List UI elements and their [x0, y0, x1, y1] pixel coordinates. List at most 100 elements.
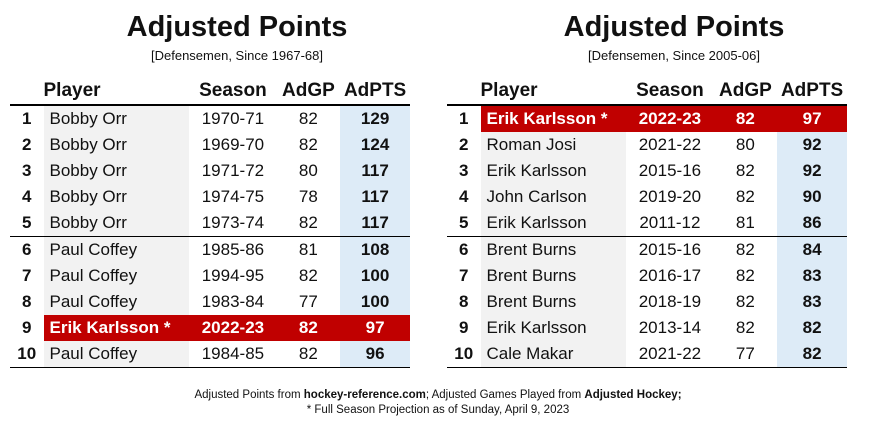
gp-cell: 82	[298, 266, 318, 285]
table-row: 6 Paul Coffey 1985-86 81 108	[10, 236, 410, 263]
player-header: Player	[43, 79, 101, 101]
rank-cell: 10	[10, 341, 44, 368]
rank-cell: 1	[22, 109, 32, 128]
left-table: Player Season AdGP AdPTS 1 Bobby Orr 1970-…	[10, 77, 410, 368]
player-header: Player	[480, 79, 538, 101]
gp-cell: 82	[735, 266, 755, 285]
footer-line-1: Adjusted Points from hockey-reference.co…	[0, 388, 876, 403]
rank-cell: 9	[459, 318, 469, 337]
player-cell: Bobby Orr	[43, 210, 190, 237]
season-cell: 1971-72	[201, 161, 265, 180]
right-title: Adjusted Points	[563, 11, 785, 43]
right-header-row: Player Season AdGP AdPTS	[447, 77, 847, 105]
season-cell: 2022-23	[189, 315, 277, 341]
rank-cell: 8	[459, 292, 469, 311]
footer-text-a: Adjusted Points from	[194, 389, 304, 401]
gp-cell: 81	[735, 213, 755, 232]
left-subtitle: [Defensemen, Since 1967-68]	[151, 48, 323, 63]
rank-cell: 7	[22, 266, 32, 285]
pts-cell: 83	[777, 289, 847, 315]
rank-cell: 10	[447, 341, 481, 368]
season-cell: 1984-85	[189, 341, 277, 368]
player-cell: Erik Karlsson *	[43, 315, 190, 341]
pts-cell: 129	[340, 105, 410, 132]
pts-cell: 100	[340, 289, 410, 315]
player-cell: Bobby Orr	[43, 105, 190, 132]
gp-cell: 77	[298, 292, 318, 311]
season-cell: 2016-17	[638, 266, 702, 285]
pts-cell: 97	[340, 315, 410, 341]
rank-cell: 1	[459, 109, 469, 128]
gp-cell: 80	[298, 161, 318, 180]
pts-cell: 124	[340, 132, 410, 158]
table-row: 7 Paul Coffey 1994-95 82 100	[10, 263, 410, 289]
right-subtitle: [Defensemen, Since 2005-06]	[588, 48, 760, 63]
gp-header: AdGP	[282, 79, 335, 101]
season-cell: 2021-22	[638, 135, 702, 154]
table-row: 4 Bobby Orr 1974-75 78 117	[10, 184, 410, 210]
season-cell: 2015-16	[638, 161, 702, 180]
pts-cell: 97	[777, 105, 847, 132]
pts-cell: 84	[777, 236, 847, 263]
table-row: 3 Bobby Orr 1971-72 80 117	[10, 158, 410, 184]
season-header: Season	[636, 79, 704, 101]
pts-cell: 82	[777, 341, 847, 368]
table-row: 2 Bobby Orr 1969-70 82 124	[10, 132, 410, 158]
table-row: 5 Bobby Orr 1973-74 82 117	[10, 210, 410, 237]
gp-cell: 78	[298, 187, 318, 206]
player-cell: Paul Coffey	[43, 289, 190, 315]
player-cell: Paul Coffey	[43, 236, 190, 263]
pts-cell: 83	[777, 263, 847, 289]
player-cell: Erik Karlsson	[480, 158, 627, 184]
season-cell: 2022-23	[626, 105, 714, 132]
rank-cell: 5	[22, 213, 32, 232]
player-cell: Erik Karlsson	[480, 210, 627, 237]
table-row: 1 Erik Karlsson * 2022-23 82 97	[447, 105, 847, 132]
player-cell: John Carlson	[480, 184, 627, 210]
pts-cell: 86	[777, 210, 847, 237]
pts-header: AdPTS	[343, 79, 407, 101]
table-row: 8 Paul Coffey 1983-84 77 100	[10, 289, 410, 315]
gp-cell: 82	[298, 213, 318, 232]
player-cell: Cale Makar	[480, 341, 627, 368]
season-cell: 1970-71	[201, 109, 265, 128]
player-cell: Brent Burns	[480, 263, 627, 289]
player-cell: Erik Karlsson *	[480, 105, 627, 132]
table-row: 2 Roman Josi 2021-22 80 92	[447, 132, 847, 158]
table-row: 7 Brent Burns 2016-17 82 83	[447, 263, 847, 289]
player-cell: Paul Coffey	[43, 341, 190, 368]
table-row: 4 John Carlson 2019-20 82 90	[447, 184, 847, 210]
table-row: 9 Erik Karlsson 2013-14 82 82	[447, 315, 847, 341]
season-cell: 2021-22	[626, 341, 714, 368]
season-header: Season	[199, 79, 267, 101]
rank-cell: 2	[22, 135, 32, 154]
gp-cell: 82	[276, 315, 341, 341]
pts-cell: 90	[777, 184, 847, 210]
season-cell: 2015-16	[626, 236, 714, 263]
season-cell: 1969-70	[201, 135, 265, 154]
table-row: 6 Brent Burns 2015-16 82 84	[447, 236, 847, 263]
gp-cell: 82	[735, 187, 755, 206]
player-cell: Bobby Orr	[43, 132, 190, 158]
player-cell: Roman Josi	[480, 132, 627, 158]
gp-cell: 81	[276, 236, 341, 263]
footer: Adjusted Points from hockey-reference.co…	[0, 388, 876, 418]
gp-cell: 80	[735, 135, 755, 154]
season-cell: 1974-75	[201, 187, 265, 206]
table-row: 3 Erik Karlsson 2015-16 82 92	[447, 158, 847, 184]
pts-cell: 82	[777, 315, 847, 341]
player-cell: Paul Coffey	[43, 263, 190, 289]
pts-cell: 117	[340, 158, 410, 184]
right-table-body: 1 Erik Karlsson * 2022-23 82 97 2 Roman Josi 20…	[447, 105, 847, 368]
rank-cell: 2	[459, 135, 469, 154]
gp-cell: 82	[298, 135, 318, 154]
pts-cell: 108	[340, 236, 410, 263]
table-row: 10 Paul Coffey 1984-85 82 96	[10, 341, 410, 368]
gp-header: AdGP	[719, 79, 772, 101]
rank-cell: 3	[459, 161, 469, 180]
footer-line-2: * Full Season Projection as of Sunday, A…	[306, 404, 570, 416]
table-row: 10 Cale Makar 2021-22 77 82	[447, 341, 847, 368]
rank-cell: 8	[22, 292, 32, 311]
season-cell: 1985-86	[189, 236, 277, 263]
gp-cell: 82	[276, 341, 341, 368]
